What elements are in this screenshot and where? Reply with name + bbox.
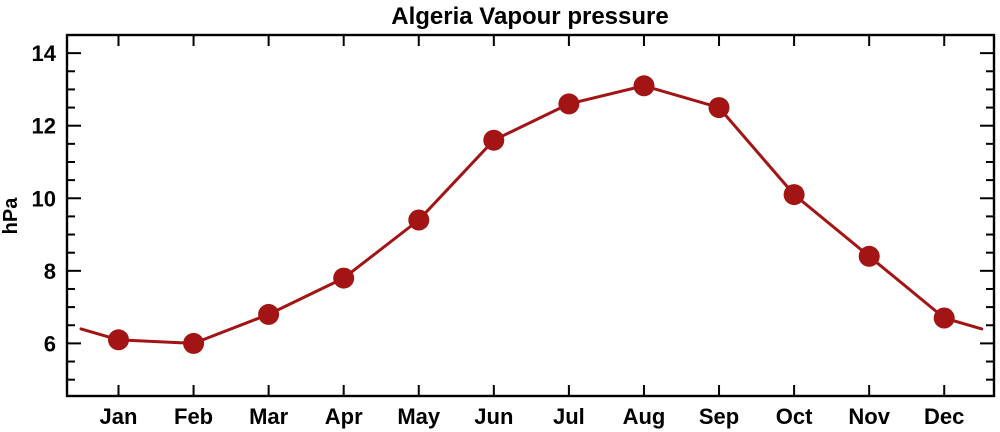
data-point-jul xyxy=(558,93,580,115)
data-point-nov xyxy=(858,245,880,267)
x-tick-label-sep: Sep xyxy=(699,404,739,429)
y-tick-label-12: 12 xyxy=(32,114,56,139)
data-point-oct xyxy=(783,184,805,206)
x-tick-label-may: May xyxy=(397,404,441,429)
data-point-jun xyxy=(483,129,505,151)
series-line xyxy=(79,84,984,345)
x-tick-label-feb: Feb xyxy=(174,404,213,429)
data-point-mar xyxy=(258,303,280,325)
data-point-feb xyxy=(183,332,205,354)
x-tick-label-apr: Apr xyxy=(325,404,363,429)
y-tick-label-14: 14 xyxy=(32,41,57,66)
x-tick-label-jan: Jan xyxy=(100,404,138,429)
y-tick-label-6: 6 xyxy=(44,331,56,356)
data-series xyxy=(79,75,984,354)
data-point-sep xyxy=(708,97,730,119)
x-tick-label-dec: Dec xyxy=(924,404,964,429)
data-point-jan xyxy=(108,329,129,351)
y-axis-label: hPa xyxy=(0,197,22,235)
x-tick-label-oct: Oct xyxy=(776,404,813,429)
x-tick-label-jun: Jun xyxy=(474,404,513,429)
x-tick-label-mar: Mar xyxy=(249,404,289,429)
y-tick-label-8: 8 xyxy=(44,259,56,284)
chart-title: Algeria Vapour pressure xyxy=(391,3,668,30)
x-tick-label-nov: Nov xyxy=(848,404,890,429)
data-point-dec xyxy=(933,307,955,329)
x-tick-label-jul: Jul xyxy=(553,404,585,429)
data-point-apr xyxy=(333,267,355,289)
x-tick-label-aug: Aug xyxy=(623,404,666,429)
data-point-may xyxy=(408,209,430,231)
data-point-aug xyxy=(633,75,655,97)
plot-box xyxy=(65,33,996,398)
y-tick-label-10: 10 xyxy=(32,186,56,211)
tick-labels: Jan Feb Mar Apr May Jun Jul Aug Sep Oct Nov Dec 6 8 10… xyxy=(32,41,965,429)
axes-ticks xyxy=(67,35,994,396)
